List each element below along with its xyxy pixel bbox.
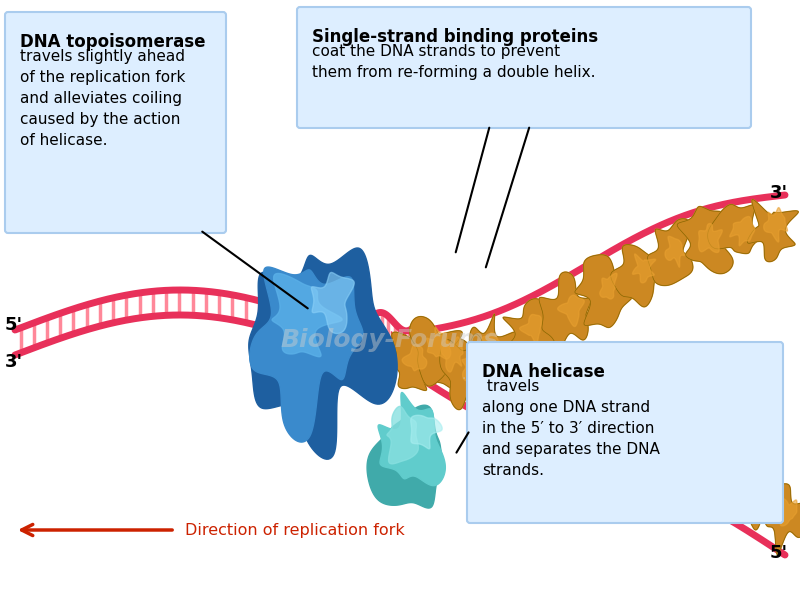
Polygon shape	[647, 219, 693, 286]
Polygon shape	[667, 439, 690, 466]
Polygon shape	[367, 405, 444, 508]
Polygon shape	[378, 393, 446, 486]
Polygon shape	[764, 208, 787, 242]
Polygon shape	[774, 497, 797, 526]
Text: Direction of replication fork: Direction of replication fork	[185, 522, 405, 537]
Polygon shape	[677, 206, 733, 274]
Polygon shape	[665, 236, 685, 267]
Polygon shape	[482, 333, 502, 357]
Polygon shape	[747, 199, 798, 262]
Text: coat the DNA strands to prevent
them from re-forming a double helix.: coat the DNA strands to prevent them fro…	[312, 44, 595, 80]
FancyBboxPatch shape	[5, 12, 226, 233]
Text: 3': 3'	[770, 184, 788, 202]
Polygon shape	[578, 390, 624, 468]
Polygon shape	[530, 386, 548, 412]
FancyBboxPatch shape	[467, 342, 783, 523]
Text: Single-strand binding proteins: Single-strand binding proteins	[312, 28, 598, 46]
Polygon shape	[560, 399, 584, 431]
Polygon shape	[698, 224, 722, 252]
Text: 3': 3'	[5, 353, 23, 371]
Text: travels slightly ahead
of the replication fork
and alleviates coiling
caused by : travels slightly ahead of the replicatio…	[20, 49, 186, 148]
Text: DNA topoisomerase: DNA topoisomerase	[20, 33, 206, 51]
Polygon shape	[593, 409, 618, 440]
Polygon shape	[575, 255, 634, 327]
Polygon shape	[757, 484, 800, 555]
Polygon shape	[730, 217, 754, 246]
Polygon shape	[440, 334, 488, 409]
FancyBboxPatch shape	[297, 7, 751, 128]
Polygon shape	[441, 337, 463, 372]
Polygon shape	[474, 347, 525, 423]
Text: DNA helicase: DNA helicase	[482, 363, 605, 381]
Polygon shape	[272, 274, 342, 357]
Polygon shape	[740, 480, 766, 507]
Polygon shape	[600, 273, 617, 299]
Polygon shape	[249, 248, 397, 459]
Polygon shape	[513, 370, 566, 442]
Polygon shape	[402, 345, 426, 371]
Polygon shape	[470, 314, 519, 371]
Polygon shape	[426, 327, 451, 359]
Polygon shape	[390, 332, 442, 390]
Polygon shape	[645, 420, 702, 487]
Polygon shape	[610, 245, 658, 307]
Polygon shape	[503, 299, 560, 360]
Polygon shape	[410, 317, 462, 386]
Polygon shape	[462, 350, 482, 381]
Polygon shape	[410, 415, 442, 449]
Polygon shape	[250, 267, 363, 442]
Polygon shape	[387, 406, 418, 464]
Text: travels
along one DNA strand
in the 5′ to 3′ direction
and separates the DNA
str: travels along one DNA strand in the 5′ t…	[482, 379, 660, 478]
Polygon shape	[539, 272, 590, 348]
Text: 5': 5'	[770, 544, 788, 562]
Polygon shape	[616, 408, 656, 472]
Polygon shape	[493, 372, 514, 401]
Polygon shape	[546, 391, 593, 456]
Polygon shape	[629, 424, 655, 455]
Polygon shape	[705, 451, 727, 481]
Polygon shape	[520, 315, 542, 344]
Polygon shape	[727, 464, 768, 530]
Text: Biology-Forums: Biology-Forums	[281, 328, 499, 352]
Polygon shape	[708, 205, 762, 253]
Polygon shape	[558, 295, 584, 327]
Polygon shape	[690, 444, 742, 508]
Polygon shape	[422, 338, 469, 389]
Text: .COM: .COM	[462, 368, 498, 382]
Polygon shape	[633, 254, 656, 283]
Polygon shape	[311, 273, 354, 334]
Text: 5': 5'	[5, 316, 23, 334]
